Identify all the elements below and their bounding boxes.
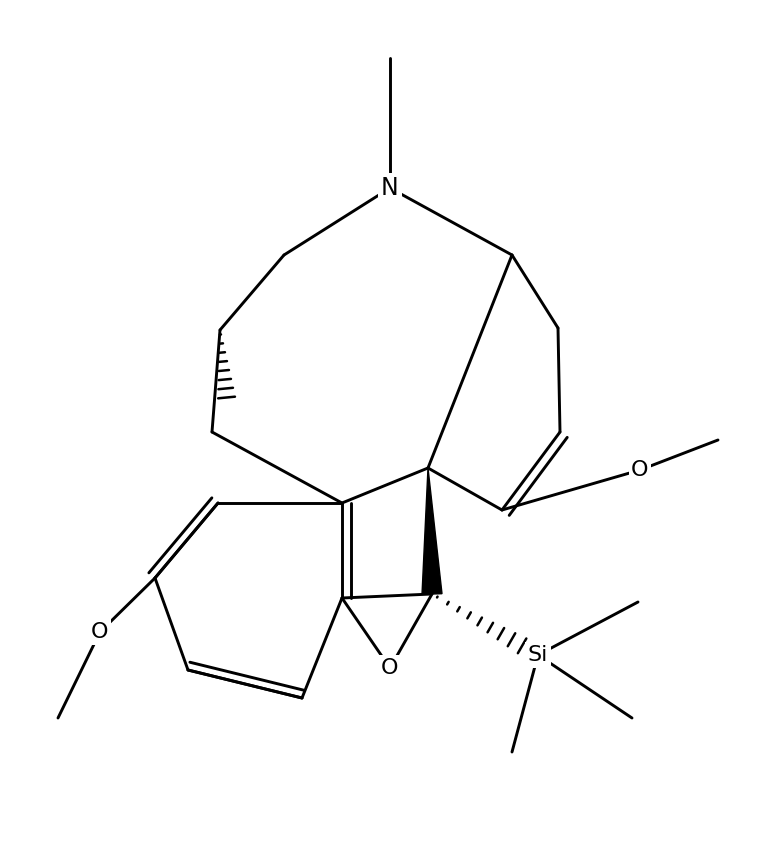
Polygon shape xyxy=(422,468,442,594)
Text: N: N xyxy=(381,176,399,200)
Text: Si: Si xyxy=(527,645,548,665)
Text: O: O xyxy=(631,460,649,480)
Text: O: O xyxy=(381,658,399,678)
Text: O: O xyxy=(91,622,109,642)
